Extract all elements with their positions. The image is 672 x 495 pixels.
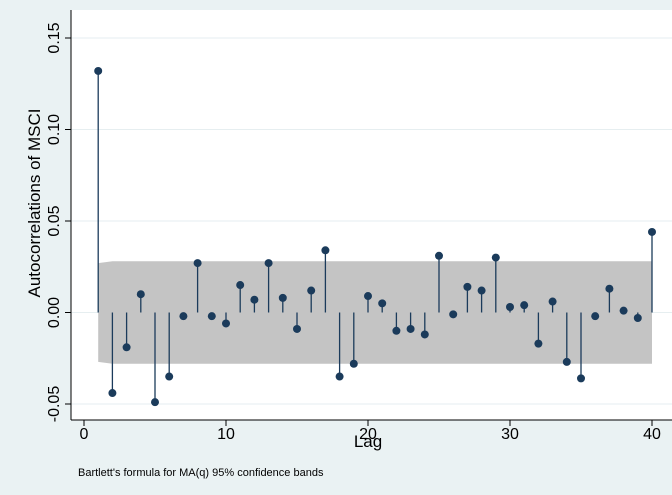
stem-point-27 — [463, 282, 472, 291]
stem-point-10 — [222, 319, 230, 328]
x-tick-label-3: 30 — [501, 426, 519, 443]
stem-point-38 — [619, 306, 628, 315]
stem-point-22 — [392, 326, 401, 335]
y-tick-label-4: 0.15 — [46, 22, 63, 53]
stem-point-11 — [236, 281, 245, 290]
stem-point-8 — [193, 259, 202, 268]
stem-point-36 — [591, 312, 600, 321]
footnote: Bartlett's formula for MA(q) 95% confide… — [78, 467, 324, 479]
confidence-band-layer — [98, 261, 652, 364]
stem-point-23 — [406, 324, 415, 333]
x-axis-label: Lag — [354, 432, 382, 451]
y-axis-ticks: -0.05 0.00 0.05 0.10 0.15 — [46, 22, 71, 422]
stem-point-35 — [577, 374, 585, 383]
confidence-band — [98, 261, 652, 364]
stem-point-12 — [250, 295, 259, 304]
y-axis-label: Autocorrelations of MSCI — [25, 109, 44, 298]
stem-point-34 — [562, 357, 571, 366]
stem-point-6 — [165, 372, 174, 381]
x-tick-label-0: 0 — [80, 426, 89, 443]
stem-point-29 — [491, 253, 500, 262]
stem-point-26 — [449, 310, 458, 319]
stem-point-40 — [648, 227, 656, 236]
stem-point-15 — [293, 324, 301, 333]
stem-point-25 — [435, 251, 443, 260]
stem-point-21 — [378, 299, 387, 308]
stem-point-39 — [633, 313, 642, 322]
stem-point-24 — [420, 330, 429, 339]
stem-point-18 — [335, 372, 344, 381]
stem-point-37 — [605, 284, 614, 293]
stem-point-30 — [506, 303, 514, 312]
y-tick-label-3: 0.10 — [46, 114, 63, 145]
y-tick-label-0: -0.05 — [46, 386, 63, 423]
stem-point-28 — [477, 286, 486, 295]
stem-point-3 — [122, 343, 131, 352]
stem-point-13 — [264, 259, 273, 268]
stem-point-16 — [307, 286, 316, 295]
stem-point-32 — [534, 339, 543, 348]
stem-point-4 — [136, 290, 145, 299]
stem-point-20 — [364, 292, 372, 301]
stem-point-2 — [108, 389, 117, 398]
stem-point-5 — [151, 398, 159, 407]
y-tick-label-2: 0.05 — [46, 205, 63, 236]
stem-point-17 — [321, 246, 330, 255]
x-tick-label-2: 20 — [359, 426, 377, 443]
y-tick-label-1: 0.00 — [46, 297, 63, 328]
stem-point-31 — [520, 301, 529, 310]
stem-point-19 — [349, 359, 358, 368]
stem-series — [94, 66, 656, 407]
stem-point-9 — [207, 312, 216, 321]
stem-point-7 — [179, 312, 188, 321]
stem-point-33 — [548, 297, 557, 306]
x-tick-label-1: 10 — [217, 426, 235, 443]
stem-point-14 — [278, 293, 287, 302]
axes — [70, 10, 672, 421]
x-tick-label-4: 40 — [643, 426, 661, 443]
x-axis-ticks: 0 10 20 30 40 — [80, 420, 661, 443]
stem-point-1 — [94, 66, 103, 75]
